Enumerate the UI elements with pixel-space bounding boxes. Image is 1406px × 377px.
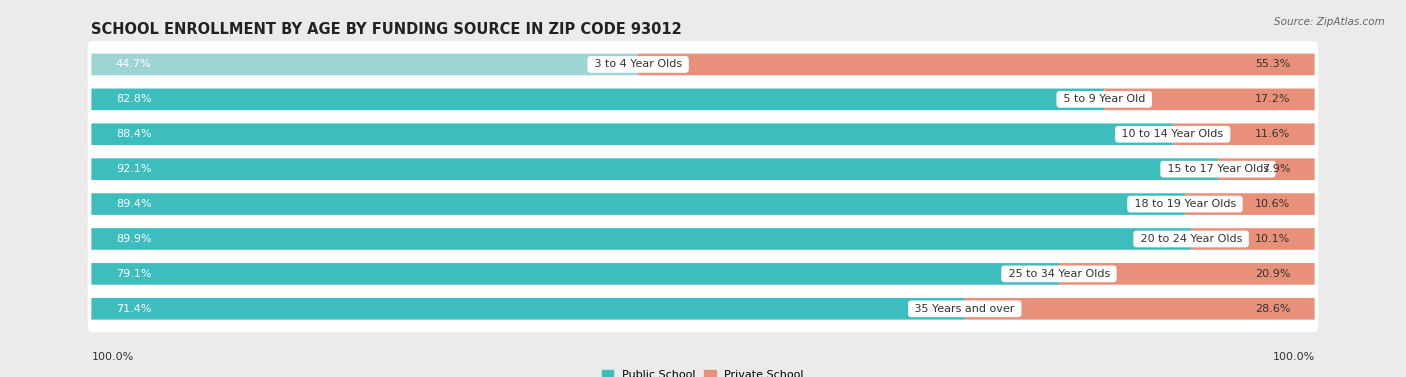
- Text: 88.4%: 88.4%: [115, 129, 152, 139]
- FancyBboxPatch shape: [87, 250, 1319, 297]
- Text: SCHOOL ENROLLMENT BY AGE BY FUNDING SOURCE IN ZIP CODE 93012: SCHOOL ENROLLMENT BY AGE BY FUNDING SOUR…: [91, 22, 682, 37]
- FancyBboxPatch shape: [87, 76, 1319, 123]
- Text: 55.3%: 55.3%: [1256, 60, 1291, 69]
- Text: 20.9%: 20.9%: [1254, 269, 1291, 279]
- FancyBboxPatch shape: [87, 181, 1319, 227]
- FancyBboxPatch shape: [91, 193, 1185, 215]
- Text: 17.2%: 17.2%: [1254, 94, 1291, 104]
- Text: 25 to 34 Year Olds: 25 to 34 Year Olds: [1004, 269, 1114, 279]
- Text: 7.9%: 7.9%: [1261, 164, 1291, 174]
- Text: 82.8%: 82.8%: [115, 94, 152, 104]
- Text: 89.4%: 89.4%: [115, 199, 152, 209]
- Text: 18 to 19 Year Olds: 18 to 19 Year Olds: [1130, 199, 1239, 209]
- FancyBboxPatch shape: [91, 89, 1104, 110]
- Text: 10.1%: 10.1%: [1256, 234, 1291, 244]
- FancyBboxPatch shape: [91, 123, 1173, 145]
- Text: 89.9%: 89.9%: [115, 234, 152, 244]
- Text: 3 to 4 Year Olds: 3 to 4 Year Olds: [591, 60, 686, 69]
- FancyBboxPatch shape: [87, 146, 1319, 193]
- FancyBboxPatch shape: [1173, 123, 1315, 145]
- Text: 71.4%: 71.4%: [115, 304, 152, 314]
- Text: 10 to 14 Year Olds: 10 to 14 Year Olds: [1118, 129, 1227, 139]
- FancyBboxPatch shape: [1185, 193, 1315, 215]
- Text: 92.1%: 92.1%: [115, 164, 152, 174]
- Text: 15 to 17 Year Olds: 15 to 17 Year Olds: [1164, 164, 1272, 174]
- FancyBboxPatch shape: [1104, 89, 1315, 110]
- FancyBboxPatch shape: [91, 298, 965, 320]
- Text: 28.6%: 28.6%: [1254, 304, 1291, 314]
- Text: 35 Years and over: 35 Years and over: [911, 304, 1018, 314]
- FancyBboxPatch shape: [91, 263, 1059, 285]
- FancyBboxPatch shape: [87, 111, 1319, 158]
- FancyBboxPatch shape: [965, 298, 1315, 320]
- FancyBboxPatch shape: [91, 54, 638, 75]
- Legend: Public School, Private School: Public School, Private School: [598, 365, 808, 377]
- FancyBboxPatch shape: [638, 54, 1315, 75]
- FancyBboxPatch shape: [1059, 263, 1315, 285]
- Text: 5 to 9 Year Old: 5 to 9 Year Old: [1060, 94, 1149, 104]
- Text: Source: ZipAtlas.com: Source: ZipAtlas.com: [1274, 17, 1385, 27]
- Text: 20 to 24 Year Olds: 20 to 24 Year Olds: [1136, 234, 1246, 244]
- FancyBboxPatch shape: [87, 41, 1319, 88]
- FancyBboxPatch shape: [91, 158, 1218, 180]
- Text: 79.1%: 79.1%: [115, 269, 152, 279]
- FancyBboxPatch shape: [91, 228, 1191, 250]
- FancyBboxPatch shape: [87, 216, 1319, 262]
- Text: 100.0%: 100.0%: [1272, 352, 1315, 362]
- Text: 100.0%: 100.0%: [91, 352, 134, 362]
- Text: 11.6%: 11.6%: [1256, 129, 1291, 139]
- FancyBboxPatch shape: [1218, 158, 1315, 180]
- Text: 44.7%: 44.7%: [115, 60, 152, 69]
- FancyBboxPatch shape: [87, 285, 1319, 332]
- FancyBboxPatch shape: [1191, 228, 1315, 250]
- Text: 10.6%: 10.6%: [1256, 199, 1291, 209]
